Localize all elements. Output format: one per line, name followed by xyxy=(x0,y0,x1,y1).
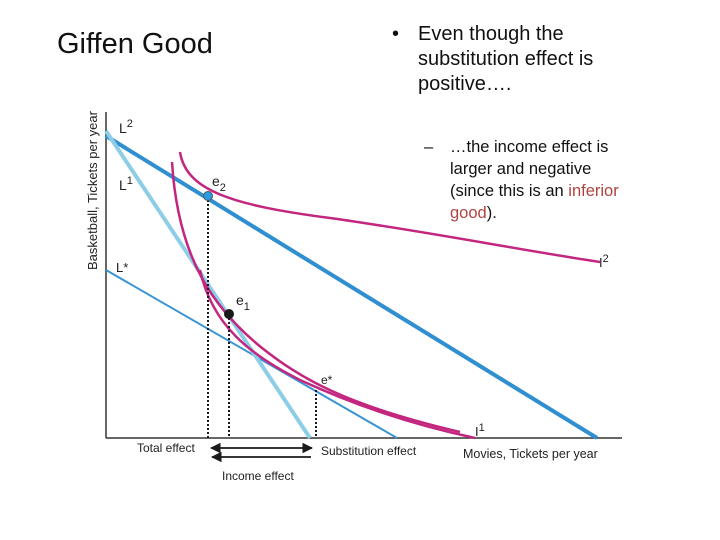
sub-bullet-line-2: larger and negative xyxy=(450,160,592,178)
income-effect-label: Income effect xyxy=(222,469,294,483)
substitution-effect-label: Substitution effect xyxy=(321,444,417,458)
sub-bullet-line-3-pre: (since this is an xyxy=(450,182,569,200)
label-i2: I2 xyxy=(599,253,609,270)
main-bullet-text: Even though the substitution effect is p… xyxy=(418,22,692,97)
sub-bullet-line-1: …the income effect is xyxy=(450,138,609,156)
label-l1: L1 xyxy=(119,175,133,193)
budget-line-l2 xyxy=(104,134,599,440)
budget-line-lstar xyxy=(105,269,398,439)
label-l2: L2 xyxy=(119,118,133,136)
dash-bullet-icon: – xyxy=(424,138,434,156)
label-e1: e1 xyxy=(236,292,250,313)
label-i1: I1 xyxy=(475,422,485,439)
x-axis-label: Movies, Tickets per year xyxy=(463,447,598,461)
indifference-curve-i1-inner xyxy=(170,161,461,434)
main-bullet-line-2: substitution effect is xyxy=(418,48,594,70)
point-e1 xyxy=(224,309,234,319)
indifference-curve-i1 xyxy=(198,269,476,440)
sub-bullet-text: …the income effect is larger and negativ… xyxy=(450,136,654,224)
total-effect-label: Total effect xyxy=(137,441,195,455)
main-bullet-line-1: Even though the xyxy=(418,23,564,45)
sub-bullet-line-4-post: ). xyxy=(486,204,497,222)
label-e2: e2 xyxy=(212,173,226,194)
good-highlight: good xyxy=(450,204,487,222)
point-e2 xyxy=(203,191,213,201)
main-bullet-line-3: positive…. xyxy=(418,73,512,95)
inferior-highlight: inferior xyxy=(568,182,619,200)
main-bullet: • Even though the substitution effect is… xyxy=(392,22,692,97)
label-estar: e* xyxy=(321,373,333,387)
y-axis-label: Basketball, Tickets per year xyxy=(85,110,100,270)
slide-title: Giffen Good xyxy=(57,28,213,60)
bullet-dot-icon: • xyxy=(392,23,400,45)
sub-bullet: – …the income effect is larger and negat… xyxy=(424,136,654,224)
indifference-curve-i2 xyxy=(178,151,601,264)
label-lstar: L* xyxy=(116,260,128,275)
